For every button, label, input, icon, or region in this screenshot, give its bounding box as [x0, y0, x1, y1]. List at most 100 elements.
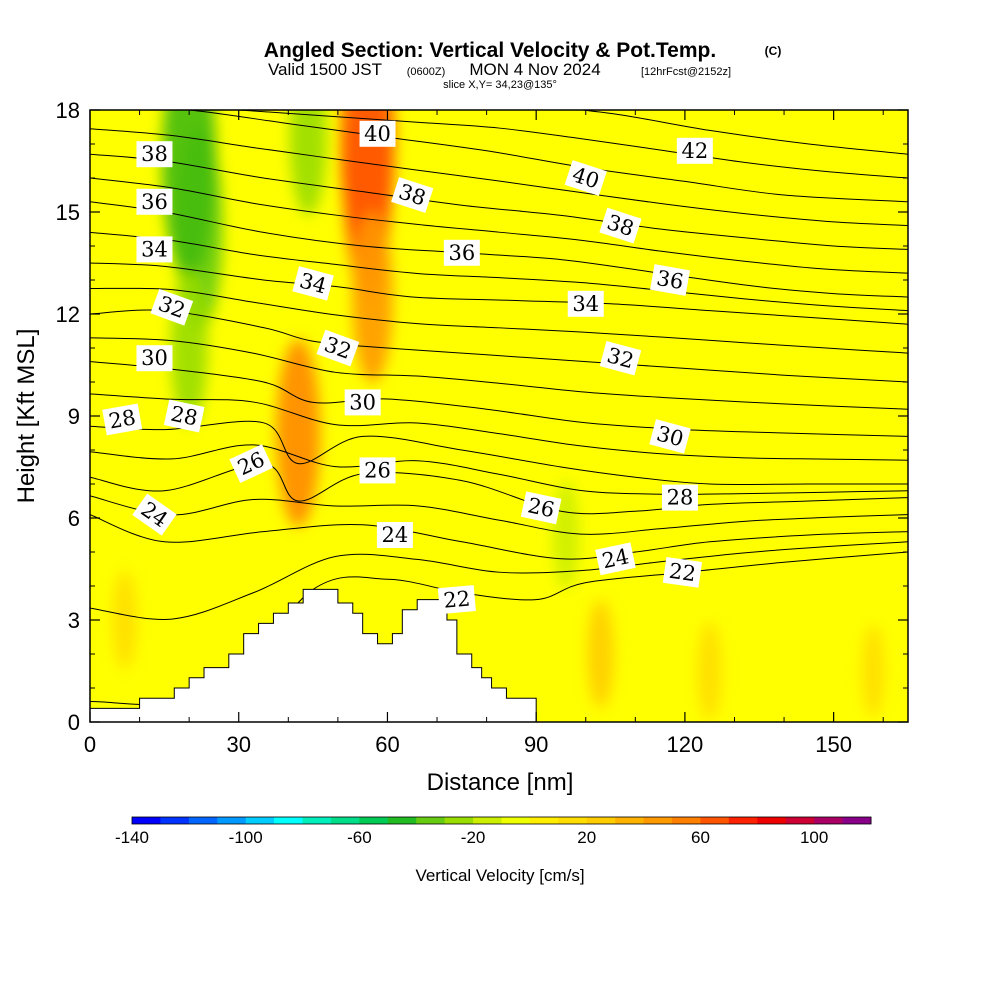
isentrope-36 [90, 201, 908, 298]
y-tick-label: 0 [68, 710, 80, 735]
colorbar-swatch [444, 817, 474, 824]
contour-label-6: 28 [163, 399, 205, 433]
colorbar-swatch [359, 817, 389, 824]
plot-background [90, 110, 908, 722]
colorbar-swatch [274, 817, 304, 824]
colorbar-swatch [160, 817, 190, 824]
contour-label-box [649, 419, 691, 454]
contour-label-box [595, 542, 636, 576]
contour-label-box [376, 522, 413, 548]
colorbar-swatch [700, 817, 730, 824]
contour-label-box [676, 137, 713, 164]
contour-label-text: 38 [141, 142, 168, 166]
x-tick-label: 0 [84, 732, 96, 757]
contour-label-box [650, 264, 691, 296]
contour-label-text: 22 [668, 559, 698, 586]
contour-label-box [316, 329, 360, 367]
contour-label-box [564, 160, 607, 196]
contour-label-2: 34 [136, 236, 173, 263]
isentrope-minor-7 [90, 177, 908, 274]
contour-label-16: 24 [376, 522, 413, 548]
x-tick-label: 90 [524, 732, 548, 757]
colorbar-swatch [132, 817, 161, 824]
colorbar-tick-label: 100 [800, 828, 828, 847]
plot-area [90, 110, 908, 722]
contour-label-text: 30 [349, 390, 376, 414]
contour-label-text: 34 [141, 237, 168, 261]
velocity-feature-9 [587, 600, 614, 708]
contour-label-text: 24 [600, 544, 631, 573]
contour-label-21: 36 [650, 264, 691, 296]
colorbar-tick-label: -60 [347, 828, 372, 847]
colorbar-swatch [302, 817, 332, 824]
contour-label-18: 42 [676, 137, 713, 164]
y-tick-label: 18 [56, 98, 80, 123]
contour-label-12: 34 [292, 266, 334, 301]
contour-label-text: 30 [141, 346, 168, 370]
colorbar-swatch [387, 817, 417, 824]
contour-label-27: 24 [595, 542, 636, 576]
contour-label-5: 28 [102, 403, 143, 436]
contour-label-text: 40 [364, 122, 391, 146]
isentrope-minor-8 [90, 128, 908, 227]
contour-label-0: 38 [136, 141, 173, 168]
colorbar-tick-label: -20 [461, 828, 486, 847]
contour-label-text: 26 [526, 493, 557, 522]
colorbar-swatch [785, 817, 815, 824]
contour-label-text: 24 [382, 523, 409, 547]
colorbar-tick-label: 60 [691, 828, 710, 847]
colorbar-swatch [330, 817, 360, 824]
velocity-feature-10 [697, 621, 722, 721]
contour-label-4: 30 [136, 345, 173, 372]
colorbar-swatch [245, 817, 275, 824]
contour-label-box [136, 188, 173, 215]
x-tick-label: 120 [667, 732, 704, 757]
velocity-feature-11 [861, 625, 885, 717]
x-tick-label: 60 [375, 732, 399, 757]
colorbar-swatch [529, 817, 559, 824]
isentrope-minor-9 [230, 110, 908, 179]
isentrope-42 [577, 110, 908, 155]
contour-label-box [391, 177, 434, 213]
colorbar-swatch [814, 817, 844, 824]
contour-label-23: 32 [599, 340, 642, 376]
contour-label-box [163, 399, 205, 433]
colorbar-swatch [188, 817, 218, 824]
colorbar-frame [131, 816, 872, 825]
subtitle-zulu: (0600Z) [407, 66, 446, 78]
y-tick-label: 12 [56, 302, 80, 327]
contour-label-box [520, 491, 562, 525]
y-tick-label: 9 [68, 404, 80, 429]
contour-label-11: 36 [443, 239, 480, 266]
colorbar-swatch [757, 817, 787, 824]
contour-label-box [443, 239, 480, 266]
contour-label-box [102, 403, 143, 436]
contour-label-15: 26 [359, 457, 396, 484]
subtitle-valid: Valid 1500 JST [268, 60, 382, 79]
contour-label-box [599, 207, 642, 244]
colorbar-swatch [473, 817, 502, 824]
colorbar-swatch [586, 817, 616, 824]
contour-label-box [359, 457, 396, 484]
colorbar-swatch [728, 817, 758, 824]
contour-label-28: 22 [662, 557, 703, 588]
colorbar-swatch [558, 817, 588, 824]
isentrope-38 [90, 153, 908, 250]
colorbar-swatch [643, 817, 673, 824]
colorbar-tick-label: 20 [577, 828, 596, 847]
contour-label-box [662, 557, 703, 588]
y-axis-title: Height [Kft MSL] [13, 329, 40, 504]
velocity-shading [112, 110, 885, 721]
velocity-feature-5 [352, 211, 393, 383]
contour-label-text: 28 [169, 401, 200, 430]
x-axis-title: Distance [nm] [427, 769, 574, 796]
contour-label-box [599, 340, 642, 376]
chart-title-tag: (C) [765, 44, 782, 58]
isentrope-minor-6 [90, 231, 908, 312]
y-tick-label: 15 [56, 200, 80, 225]
contour-label-box [437, 585, 476, 615]
contour-label-text: 42 [681, 139, 708, 163]
contour-label-text: 28 [107, 405, 137, 433]
isentrope-minor-2 [90, 444, 908, 495]
contour-label-box [661, 484, 698, 511]
